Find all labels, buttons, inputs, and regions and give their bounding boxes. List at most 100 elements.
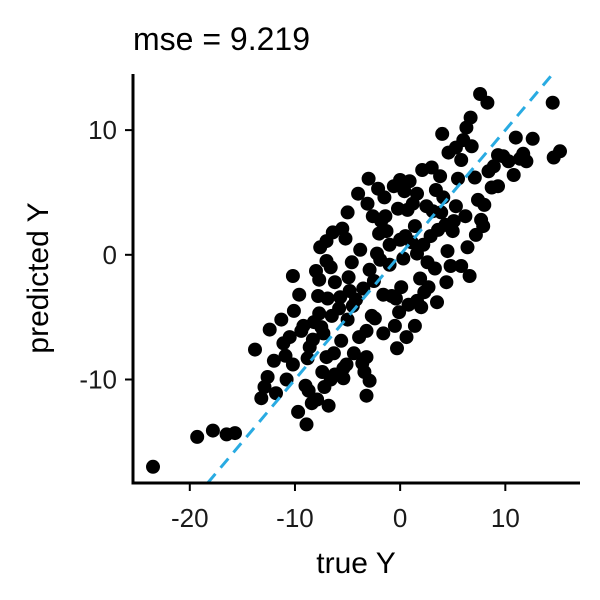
data-point [327, 275, 342, 290]
data-point [407, 318, 422, 333]
data-point [388, 291, 403, 306]
data-point [439, 275, 454, 290]
data-point [310, 392, 325, 407]
points-layer [146, 87, 567, 474]
data-point [324, 308, 339, 323]
data-point [248, 342, 262, 357]
x-tick-label: -20 [171, 503, 209, 533]
y-axis-title: predicted Y [22, 202, 55, 353]
data-point [356, 281, 371, 296]
data-point [294, 323, 309, 338]
data-point [366, 274, 381, 288]
data-point [419, 199, 434, 214]
data-point [378, 209, 393, 224]
data-point [300, 351, 315, 366]
data-point [448, 199, 463, 214]
data-point [269, 386, 283, 401]
data-point [340, 205, 355, 220]
data-point [312, 272, 327, 287]
y-tick-label: 10 [88, 115, 117, 145]
x-ticks: -20 -10 0 10 [171, 483, 520, 533]
data-point [427, 261, 442, 276]
data-point [190, 429, 205, 444]
data-point [274, 312, 289, 327]
data-point [359, 323, 374, 338]
data-point [464, 139, 479, 154]
data-point [313, 240, 328, 255]
data-point [278, 348, 293, 363]
data-point [359, 350, 374, 365]
data-point [341, 270, 356, 285]
data-point [434, 205, 449, 220]
reference-line [206, 73, 554, 484]
data-point [361, 171, 376, 186]
data-point [402, 174, 417, 189]
data-point [353, 242, 368, 257]
data-point [298, 378, 313, 393]
data-point [379, 224, 394, 239]
x-tick-label: 10 [491, 503, 520, 533]
data-point [553, 144, 567, 159]
data-point [440, 244, 455, 259]
x-tick-label: 0 [393, 503, 407, 533]
data-point [394, 280, 409, 295]
data-point [410, 186, 424, 201]
data-point [506, 168, 521, 182]
data-point [254, 391, 269, 406]
data-point [362, 262, 377, 277]
data-point [460, 240, 475, 255]
data-point [525, 131, 540, 146]
data-point [477, 197, 492, 212]
data-point [362, 373, 377, 388]
data-point [326, 346, 341, 361]
data-point [491, 148, 505, 163]
data-point [468, 227, 483, 242]
y-tick-label: -10 [79, 365, 117, 395]
chart-title: mse = 9.219 [133, 21, 310, 57]
data-point [421, 280, 436, 295]
data-point [484, 180, 499, 195]
data-point [516, 146, 531, 161]
data-point [323, 260, 338, 275]
y-ticks: -10 0 10 [79, 115, 133, 395]
data-point [391, 201, 405, 216]
data-point [262, 322, 277, 337]
data-point [333, 290, 348, 305]
data-point [320, 291, 335, 306]
data-point [396, 251, 411, 266]
data-point [467, 170, 482, 185]
data-point [480, 95, 495, 110]
data-point [458, 209, 473, 224]
data-point [228, 426, 242, 441]
data-point [416, 237, 431, 252]
data-point [462, 269, 477, 283]
data-point [392, 305, 407, 320]
data-point [359, 388, 374, 403]
data-point [413, 271, 428, 286]
data-point [463, 110, 478, 125]
data-point [387, 318, 402, 333]
data-point [346, 346, 361, 361]
data-point [205, 423, 220, 438]
data-point [371, 181, 386, 196]
data-point [382, 237, 397, 252]
data-point [446, 214, 461, 229]
data-point [345, 298, 360, 313]
data-point [285, 269, 300, 283]
data-point [390, 341, 404, 356]
data-point [508, 130, 523, 145]
data-point [443, 259, 458, 273]
data-point [430, 295, 444, 310]
data-point [314, 320, 329, 335]
data-point [286, 303, 301, 318]
data-point [312, 306, 327, 321]
data-point [373, 252, 388, 267]
data-point [146, 459, 160, 474]
data-point [367, 311, 382, 326]
data-point [266, 353, 281, 368]
data-point [376, 287, 391, 302]
data-point [291, 404, 306, 419]
data-point [321, 398, 336, 413]
data-point [299, 417, 314, 432]
